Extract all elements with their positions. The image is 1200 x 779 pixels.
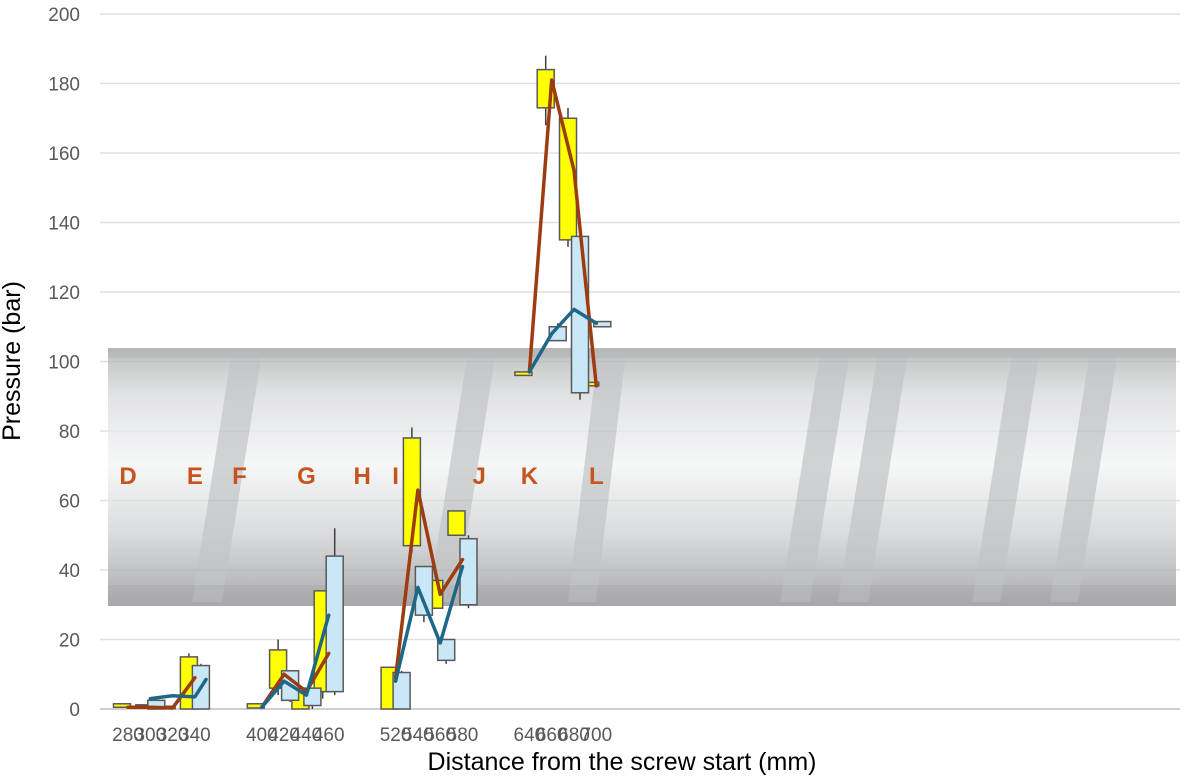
- zone-label-J: J: [473, 463, 486, 490]
- x-tick-580: 580: [447, 725, 479, 746]
- y-tick-180: 180: [48, 75, 80, 96]
- x-tick-340: 340: [179, 725, 211, 746]
- x-tick-440: 440: [291, 725, 323, 746]
- line-s1-segment-1: [126, 675, 197, 710]
- x-tick-280: 280: [112, 725, 144, 746]
- y-tick-20: 20: [59, 631, 80, 652]
- line-s1-segment-4: [527, 78, 599, 388]
- zone-label-D: D: [119, 463, 136, 490]
- y-tick-140: 140: [48, 214, 80, 235]
- zone-label-H: H: [353, 463, 370, 490]
- line-s2-segment-3: [393, 564, 465, 683]
- line-s1-segment-2: [260, 651, 331, 710]
- y-axis-title: Pressure (bar): [0, 281, 26, 441]
- screw-flights: [192, 352, 1118, 602]
- screw-photo: [108, 348, 1176, 606]
- x-tick-300: 300: [134, 725, 166, 746]
- box-s2-560: [436, 638, 456, 662]
- x-tick-540: 540: [402, 725, 434, 746]
- box-s2-520: [392, 671, 411, 710]
- screw-shading: [108, 348, 1176, 606]
- x-tick-420: 420: [268, 725, 300, 746]
- zone-label-L: L: [589, 463, 604, 490]
- x-tick-700: 700: [580, 725, 612, 746]
- line-s2-segment-1: [148, 677, 208, 701]
- line-s1-segment-3: [393, 488, 465, 680]
- y-tick-100: 100: [48, 353, 80, 374]
- y-tick-60: 60: [59, 492, 80, 513]
- y-tick-40: 40: [59, 561, 80, 582]
- zone-label-E: E: [187, 463, 203, 490]
- line-series: [126, 78, 599, 710]
- box-s1-580: [447, 510, 466, 536]
- zone-label-F: F: [232, 463, 247, 490]
- box-s2-460: [325, 555, 344, 693]
- line-s2-segment-2: [260, 613, 331, 710]
- y-tick-80: 80: [59, 422, 80, 443]
- x-tick-680: 680: [558, 725, 590, 746]
- x-tick-660: 660: [536, 725, 568, 746]
- y-tick-120: 120: [48, 283, 80, 304]
- box-s2-700: [593, 320, 612, 328]
- x-tick-400: 400: [246, 725, 278, 746]
- zone-label-I: I: [392, 463, 399, 490]
- x-tick-640: 640: [514, 725, 546, 746]
- y-tick-160: 160: [48, 144, 80, 165]
- x-axis-title: Distance from the screw start (mm): [428, 748, 817, 776]
- y-tick-0: 0: [69, 700, 80, 721]
- line-s2-segment-4: [527, 307, 599, 374]
- x-tick-520: 520: [380, 725, 412, 746]
- x-tick-560: 560: [424, 725, 456, 746]
- x-tick-460: 460: [313, 725, 345, 746]
- box-s1-640: [514, 371, 533, 377]
- zone-label-K: K: [521, 463, 539, 490]
- y-tick-labels: 0 20 40 60 80 100 120 140 160 180 200: [48, 5, 80, 721]
- y-tick-200: 200: [48, 5, 80, 26]
- x-tick-320: 320: [157, 725, 189, 746]
- zone-label-G: G: [297, 463, 316, 490]
